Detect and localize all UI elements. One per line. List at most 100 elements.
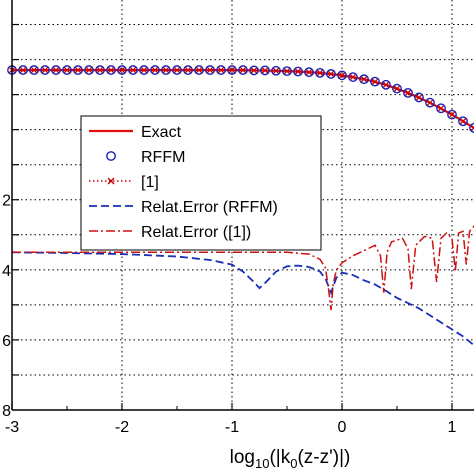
series-marker-rffm xyxy=(18,65,28,75)
x-tick-label: 0 xyxy=(338,419,347,436)
y-tick-label: 2 xyxy=(2,193,11,210)
series-marker-ref1 xyxy=(416,94,422,101)
series-marker-rffm xyxy=(183,65,193,75)
legend-label-rffm: RFFM xyxy=(141,149,185,166)
x-tick-label: 1 xyxy=(448,419,457,436)
series-marker-ref1 xyxy=(152,67,158,74)
series-marker-ref1 xyxy=(438,105,444,112)
series-marker-ref1 xyxy=(339,72,345,79)
y-tick-label: 8 xyxy=(2,403,11,420)
series-marker-ref1 xyxy=(108,67,114,74)
series-marker-ref1 xyxy=(53,67,59,74)
series-marker-rffm xyxy=(348,72,358,82)
series-marker-rffm xyxy=(436,103,446,114)
series-marker-rffm xyxy=(161,65,171,75)
series-marker-rffm xyxy=(326,69,336,79)
series-marker-rffm xyxy=(447,109,457,120)
series-line-relat-error-ref1 xyxy=(12,225,474,311)
series-marker-ref1 xyxy=(471,124,474,131)
series-marker-ref1 xyxy=(273,67,279,74)
series-marker-ref1 xyxy=(163,67,169,74)
series-marker-rffm xyxy=(40,65,50,75)
series-marker-ref1 xyxy=(97,67,103,74)
series-marker-rffm xyxy=(392,83,402,94)
series-marker-ref1 xyxy=(361,76,367,83)
legend-sample-rffm xyxy=(106,151,116,161)
legend-samples xyxy=(89,129,133,232)
series-marker-rffm xyxy=(194,65,204,75)
legend-label-exact: Exact xyxy=(141,124,182,141)
series-marker-rffm xyxy=(359,74,369,85)
series-marker-rffm xyxy=(51,65,61,75)
series-marker-ref1 xyxy=(251,67,257,74)
series-marker-rffm xyxy=(249,65,259,76)
series-marker-ref1 xyxy=(405,89,411,96)
series-marker-rffm xyxy=(216,65,226,75)
series-marker-ref1 xyxy=(31,67,37,74)
series-marker-ref1 xyxy=(383,81,389,88)
y-tick-label: 6 xyxy=(2,333,11,350)
series-marker-ref1 xyxy=(449,111,455,118)
series-marker-rffm xyxy=(128,65,138,75)
series-marker-rffm xyxy=(62,65,72,75)
legend-label-relat-error-ref1: Relat.Error ([1]) xyxy=(141,224,251,241)
legend: Exact RFFM [1] Relat.Error (RFFM) Relat.… xyxy=(80,115,322,251)
series-marker-rffm xyxy=(139,65,149,75)
series-marker-rffm xyxy=(271,65,281,76)
series-marker-rffm xyxy=(414,92,424,103)
series-marker-ref1 xyxy=(207,67,213,74)
series-layer xyxy=(7,65,474,346)
series-marker-rffm xyxy=(73,65,83,75)
series-marker-ref1 xyxy=(328,70,334,77)
plot-frame xyxy=(11,0,474,411)
series-marker-ref1 xyxy=(130,67,136,74)
series-marker-rffm xyxy=(227,65,237,75)
series-marker-rffm xyxy=(150,65,160,75)
series-marker-ref1 xyxy=(295,68,301,75)
series-marker-rffm xyxy=(381,79,391,90)
x-tick-label: -2 xyxy=(115,419,129,436)
series-marker-ref1 xyxy=(317,69,323,76)
tick-labels: -3 -2 -1 0 1 2 4 6 8 xyxy=(2,193,456,436)
series-marker-rffm xyxy=(106,65,116,75)
x-tick-label: -1 xyxy=(225,419,239,436)
series-marker-rffm xyxy=(260,65,270,76)
series-marker-rffm xyxy=(29,65,39,75)
series-marker-rffm xyxy=(293,66,303,77)
x-axis-title: log10(|k0(z-z')|) xyxy=(230,447,351,471)
series-marker-ref1 xyxy=(64,67,70,74)
series-marker-ref1 xyxy=(196,67,202,74)
series-marker-ref1 xyxy=(240,67,246,74)
series-marker-rffm xyxy=(304,67,314,78)
series-marker-rffm xyxy=(315,67,325,78)
series-marker-ref1 xyxy=(394,85,400,92)
series-marker-ref1 xyxy=(218,67,224,74)
series-marker-ref1 xyxy=(20,67,26,74)
series-marker-rffm xyxy=(425,97,435,108)
series-marker-ref1 xyxy=(427,99,433,106)
series-marker-rffm xyxy=(205,65,215,75)
series-marker-rffm xyxy=(95,65,105,75)
series-marker-ref1 xyxy=(372,78,378,85)
legend-label-ref1: [1] xyxy=(141,174,159,191)
series-line-relat-error-rffm xyxy=(11,251,474,346)
series-marker-ref1 xyxy=(42,67,48,74)
series-marker-rffm xyxy=(238,65,248,75)
series-marker-ref1 xyxy=(229,67,235,74)
series-marker-ref1 xyxy=(306,69,312,76)
series-marker-ref1 xyxy=(119,67,125,74)
series-marker-ref1 xyxy=(460,118,466,125)
series-marker-ref1 xyxy=(284,68,290,75)
series-marker-rffm xyxy=(84,65,94,75)
x-tick-label: -3 xyxy=(5,419,19,436)
series-marker-ref1 xyxy=(141,67,147,74)
legend-sample-ref1-marker xyxy=(107,177,115,185)
series-marker-ref1 xyxy=(185,67,191,74)
legend-box xyxy=(80,115,322,251)
series-marker-rffm xyxy=(172,65,182,75)
series-marker-ref1 xyxy=(75,67,81,74)
legend-label-relat-error-rffm: Relat.Error (RFFM) xyxy=(141,199,278,216)
series-marker-ref1 xyxy=(86,67,92,74)
series-marker-rffm xyxy=(282,66,292,77)
series-marker-rffm xyxy=(403,87,413,98)
